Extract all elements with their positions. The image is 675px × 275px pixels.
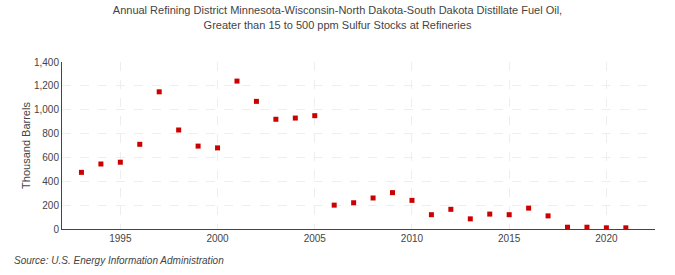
svg-text:1,000: 1,000	[34, 104, 59, 115]
svg-text:2020: 2020	[595, 233, 618, 244]
svg-text:1,400: 1,400	[34, 57, 59, 68]
svg-text:0: 0	[53, 224, 59, 235]
svg-text:2005: 2005	[304, 233, 327, 244]
svg-text:2015: 2015	[498, 233, 521, 244]
svg-text:600: 600	[42, 152, 59, 163]
svg-text:2000: 2000	[206, 233, 229, 244]
svg-text:400: 400	[42, 176, 59, 187]
svg-text:1995: 1995	[109, 233, 132, 244]
svg-text:2010: 2010	[401, 233, 424, 244]
svg-text:Thousand Barrels: Thousand Barrels	[20, 102, 32, 189]
svg-text:Annual Refining District Minne: Annual Refining District Minnesota-Wisco…	[113, 4, 562, 30]
svg-text:200: 200	[42, 200, 59, 211]
svg-text:1,200: 1,200	[34, 80, 59, 91]
svg-text:Source: U.S. Energy Informatio: Source: U.S. Energy Information Administ…	[14, 255, 224, 266]
svg-text:800: 800	[42, 128, 59, 139]
